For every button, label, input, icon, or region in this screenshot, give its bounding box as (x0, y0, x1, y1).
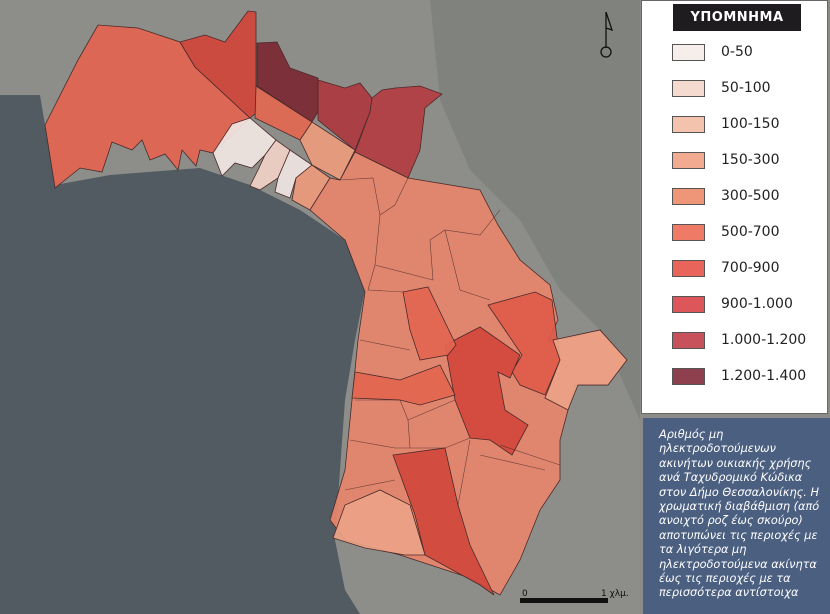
legend-swatch (672, 43, 705, 61)
legend-item: 50-100 (672, 78, 771, 98)
legend-swatch (672, 367, 705, 385)
choropleth-map (0, 0, 640, 614)
legend-label: 50-100 (721, 80, 771, 96)
legend-label: 1.200-1.400 (721, 368, 807, 384)
legend-item: 700-900 (672, 258, 780, 278)
north-arrow-icon (600, 11, 614, 58)
legend-swatch (672, 79, 705, 97)
legend-swatch (672, 187, 705, 205)
zone-east-150-300 (544, 329, 628, 411)
legend: ΥΠΟΜΝΗΜΑ 0-50 50-100 100-150 150-300 300-500… (641, 0, 828, 414)
scale-end-label: 1 χλμ. (601, 589, 629, 599)
legend-label: 300-500 (721, 188, 780, 204)
zone-central-500-700 (402, 286, 457, 361)
legend-label: 0-50 (721, 44, 753, 60)
zone-150-300-b (291, 164, 331, 211)
legend-item: 1.200-1.400 (672, 366, 806, 386)
legend-swatch (672, 295, 705, 313)
legend-swatch (672, 331, 705, 349)
legend-item: 1.000-1.200 (672, 330, 806, 350)
legend-swatch (672, 115, 705, 133)
legend-item: 100-150 (672, 114, 780, 134)
water (0, 95, 365, 614)
map-description: Αριθμός μη ηλεκτροδοτούμενων ακινήτων οι… (643, 418, 830, 614)
legend-swatch (672, 223, 705, 241)
zone-west-500-700-strip (351, 364, 456, 406)
zone-east-700-900 (487, 291, 561, 396)
legend-item: 900-1.000 (672, 294, 793, 314)
zone-central-900-1000 (444, 326, 529, 456)
scale-start-label: 0 (522, 589, 528, 599)
zone-50-100 (249, 139, 291, 191)
legend-title: ΥΠΟΜΝΗΜΑ (673, 4, 801, 31)
legend-label: 700-900 (721, 260, 780, 276)
legend-label: 1.000-1.200 (721, 332, 807, 348)
legend-swatch (672, 259, 705, 277)
zone-south-900-1000 (392, 447, 495, 596)
legend-label: 150-300 (721, 152, 780, 168)
zone-west-500-700 (44, 24, 251, 189)
legend-item: 300-500 (672, 186, 780, 206)
legend-label: 100-150 (721, 116, 780, 132)
zone-southwest-150-300 (332, 489, 426, 556)
zone-boundaries (339, 177, 561, 506)
legend-label: 500-700 (721, 224, 780, 240)
legend-label: 900-1.000 (721, 296, 793, 312)
scale-bar (520, 598, 608, 603)
hills (430, 0, 640, 420)
zone-north-900-1000 (179, 10, 257, 119)
legend-item: 150-300 (672, 150, 780, 170)
zone-north-1000-1200-b (354, 85, 443, 179)
zone-150-300-a (299, 121, 356, 181)
legend-item: 500-700 (672, 222, 780, 242)
legend-swatch (672, 151, 705, 169)
legend-item: 0-50 (672, 42, 753, 62)
